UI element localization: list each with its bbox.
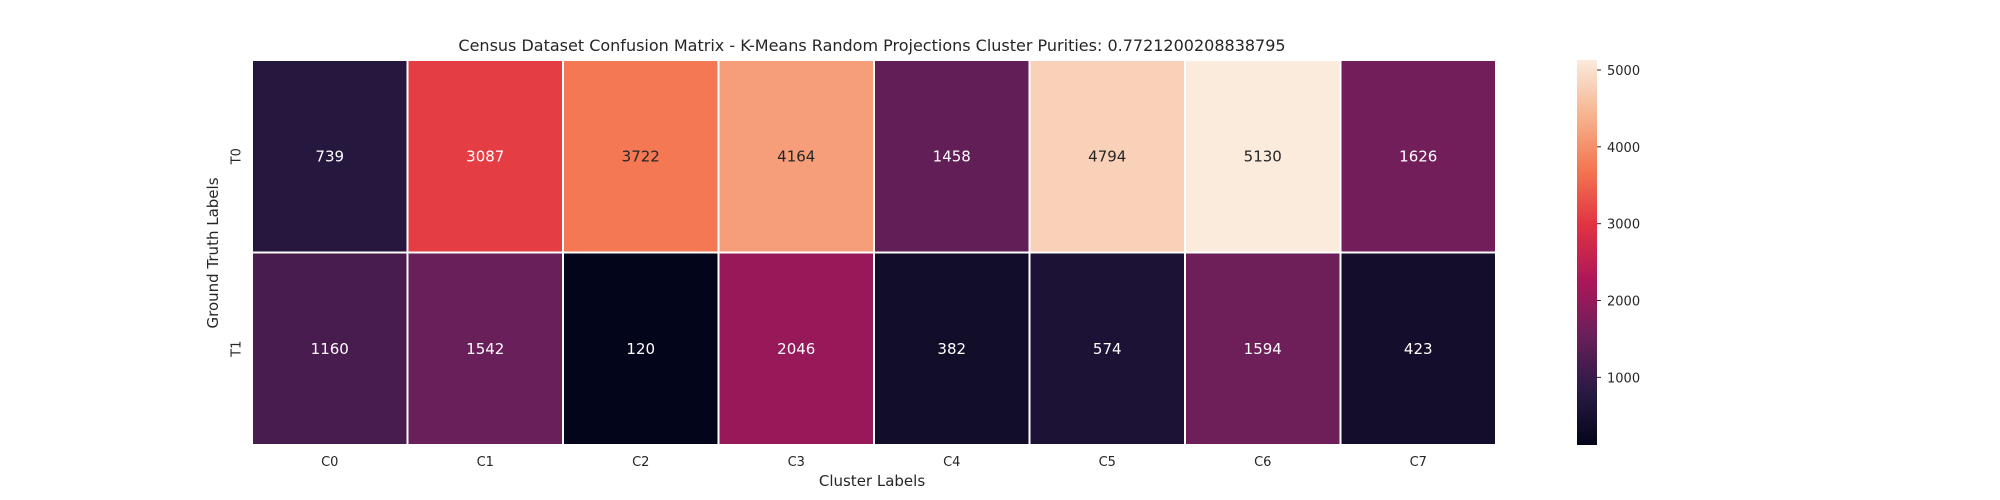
heatmap-cell bbox=[873, 59, 1031, 254]
heatmap-cell bbox=[562, 251, 720, 446]
cell-value-label: 3722 bbox=[622, 147, 660, 165]
heatmap-cell bbox=[1339, 251, 1497, 446]
x-tick-label: C2 bbox=[632, 455, 649, 470]
x-tick-label: C7 bbox=[1410, 455, 1427, 470]
chart-title: Census Dataset Confusion Matrix - K-Mean… bbox=[458, 36, 1286, 55]
x-tick-label: C0 bbox=[321, 455, 338, 470]
cell-value-label: 1160 bbox=[311, 340, 349, 358]
y-tick-labels: T0 T1 bbox=[230, 148, 245, 358]
heatmap-cell bbox=[1339, 59, 1497, 254]
heatmap-cell bbox=[251, 251, 409, 446]
colorbar-tick-label: 3000 bbox=[1607, 218, 1640, 233]
y-tick-label: T1 bbox=[230, 341, 245, 358]
heatmap-cell bbox=[1028, 59, 1186, 254]
cell-value-label: 739 bbox=[315, 147, 344, 165]
cell-value-label: 5130 bbox=[1244, 147, 1282, 165]
x-tick-labels: C0 C1 C2 C3 C4 C5 C6 C7 bbox=[321, 455, 1427, 470]
x-tick-label: C4 bbox=[943, 455, 960, 470]
heatmap-cell-labels: 739 3087 3722 4164 1458 4794 5130 1626 1160 1542 1… bbox=[311, 147, 1438, 358]
colorbar-tick-label: 5000 bbox=[1607, 64, 1640, 79]
colorbar bbox=[1577, 60, 1597, 445]
cell-value-label: 1542 bbox=[466, 340, 504, 358]
cell-value-label: 382 bbox=[937, 340, 966, 358]
x-tick-label: C1 bbox=[477, 455, 494, 470]
heatmap-cell bbox=[1028, 251, 1186, 446]
heatmap-cell bbox=[1184, 251, 1342, 446]
y-tick-label: T0 bbox=[230, 148, 245, 165]
cell-value-label: 1458 bbox=[933, 147, 971, 165]
cell-value-label: 2046 bbox=[777, 340, 815, 358]
cell-value-label: 120 bbox=[626, 340, 655, 358]
colorbar-tick-label: 2000 bbox=[1607, 295, 1640, 310]
cell-value-label: 4794 bbox=[1088, 147, 1126, 165]
colorbar-ticks: 1000 2000 3000 4000 5000 bbox=[1597, 64, 1640, 386]
x-tick-label: C5 bbox=[1099, 455, 1116, 470]
x-tick-label: C3 bbox=[788, 455, 805, 470]
colorbar-tick-label: 1000 bbox=[1607, 371, 1640, 386]
x-tick-label: C6 bbox=[1254, 455, 1271, 470]
colorbar-tick-label: 4000 bbox=[1607, 141, 1640, 156]
cell-value-label: 3087 bbox=[466, 147, 504, 165]
heatmap-cell bbox=[406, 251, 564, 446]
cell-value-label: 574 bbox=[1093, 340, 1122, 358]
heatmap-cells bbox=[251, 59, 1497, 446]
cell-value-label: 423 bbox=[1404, 340, 1433, 358]
cell-value-label: 1594 bbox=[1244, 340, 1282, 358]
heatmap-cell bbox=[873, 251, 1031, 446]
heatmap-cell bbox=[717, 251, 875, 446]
cell-value-label: 4164 bbox=[777, 147, 815, 165]
cell-value-label: 1626 bbox=[1399, 147, 1437, 165]
y-axis-label: Ground Truth Labels bbox=[204, 177, 222, 329]
x-axis-label: Cluster Labels bbox=[818, 472, 926, 490]
heatmap-cell bbox=[1184, 59, 1342, 254]
